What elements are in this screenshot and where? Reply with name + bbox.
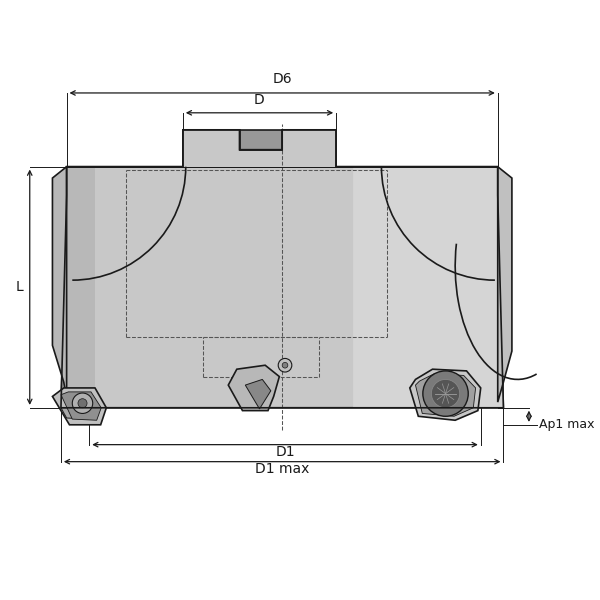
Text: D1: D1 [275, 445, 295, 459]
Circle shape [72, 393, 93, 413]
Polygon shape [52, 388, 106, 425]
Polygon shape [61, 392, 101, 420]
Text: D: D [254, 93, 265, 107]
Text: D1 max: D1 max [255, 462, 310, 476]
Circle shape [431, 379, 460, 408]
Polygon shape [228, 365, 280, 410]
Circle shape [282, 362, 288, 368]
Polygon shape [52, 167, 67, 399]
Circle shape [278, 358, 292, 372]
Circle shape [423, 371, 468, 416]
Polygon shape [239, 130, 282, 149]
Circle shape [78, 399, 87, 408]
Polygon shape [353, 167, 503, 408]
Polygon shape [498, 167, 512, 402]
Polygon shape [410, 369, 481, 420]
Polygon shape [415, 374, 476, 416]
Polygon shape [61, 167, 95, 408]
Polygon shape [61, 130, 503, 408]
Polygon shape [245, 379, 271, 409]
Text: D6: D6 [272, 72, 292, 86]
Polygon shape [61, 408, 95, 419]
Text: Ap1 max: Ap1 max [539, 418, 595, 431]
Text: L: L [15, 280, 23, 294]
